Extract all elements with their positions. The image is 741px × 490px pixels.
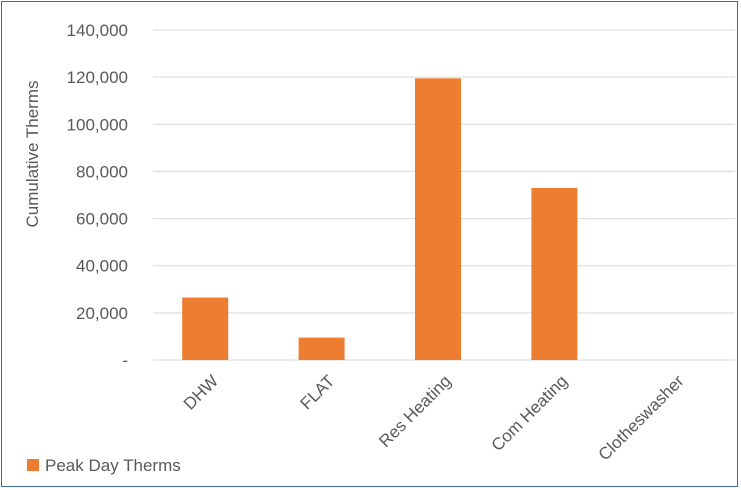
- legend: Peak Day Therms: [27, 456, 181, 475]
- y-tick-label: 60,000: [76, 210, 128, 229]
- x-tick-label: Clotheswasher: [595, 371, 688, 464]
- y-axis-tick-labels: - 20,000 40,000 60,000 80,000 100,000 120,000 1…: [67, 21, 128, 370]
- legend-swatch: [27, 459, 39, 471]
- y-tick-label: 40,000: [76, 257, 128, 276]
- y-tick-label: 120,000: [67, 68, 128, 87]
- y-tick-label: 140,000: [67, 21, 128, 40]
- bar: [415, 78, 461, 361]
- y-tick-label: 100,000: [67, 115, 128, 134]
- y-tick-label: -: [122, 351, 128, 370]
- x-tick-label: DHW: [180, 371, 222, 413]
- x-tick-label: Res Heating: [375, 371, 455, 451]
- x-tick-label: FLAT: [296, 371, 338, 413]
- bar: [531, 187, 578, 360]
- x-axis-tick-labels: DHW FLAT Res Heating Com Heating Clotheswash…: [180, 371, 688, 464]
- bar: [298, 337, 345, 360]
- y-axis-title: Cumulative Therms: [23, 80, 42, 227]
- y-tick-label: 80,000: [76, 162, 128, 181]
- x-tick-label: Com Heating: [488, 371, 572, 455]
- legend-label: Peak Day Therms: [45, 456, 181, 475]
- bars: [182, 78, 578, 361]
- y-tick-label: 20,000: [76, 304, 128, 323]
- bar: [182, 297, 229, 360]
